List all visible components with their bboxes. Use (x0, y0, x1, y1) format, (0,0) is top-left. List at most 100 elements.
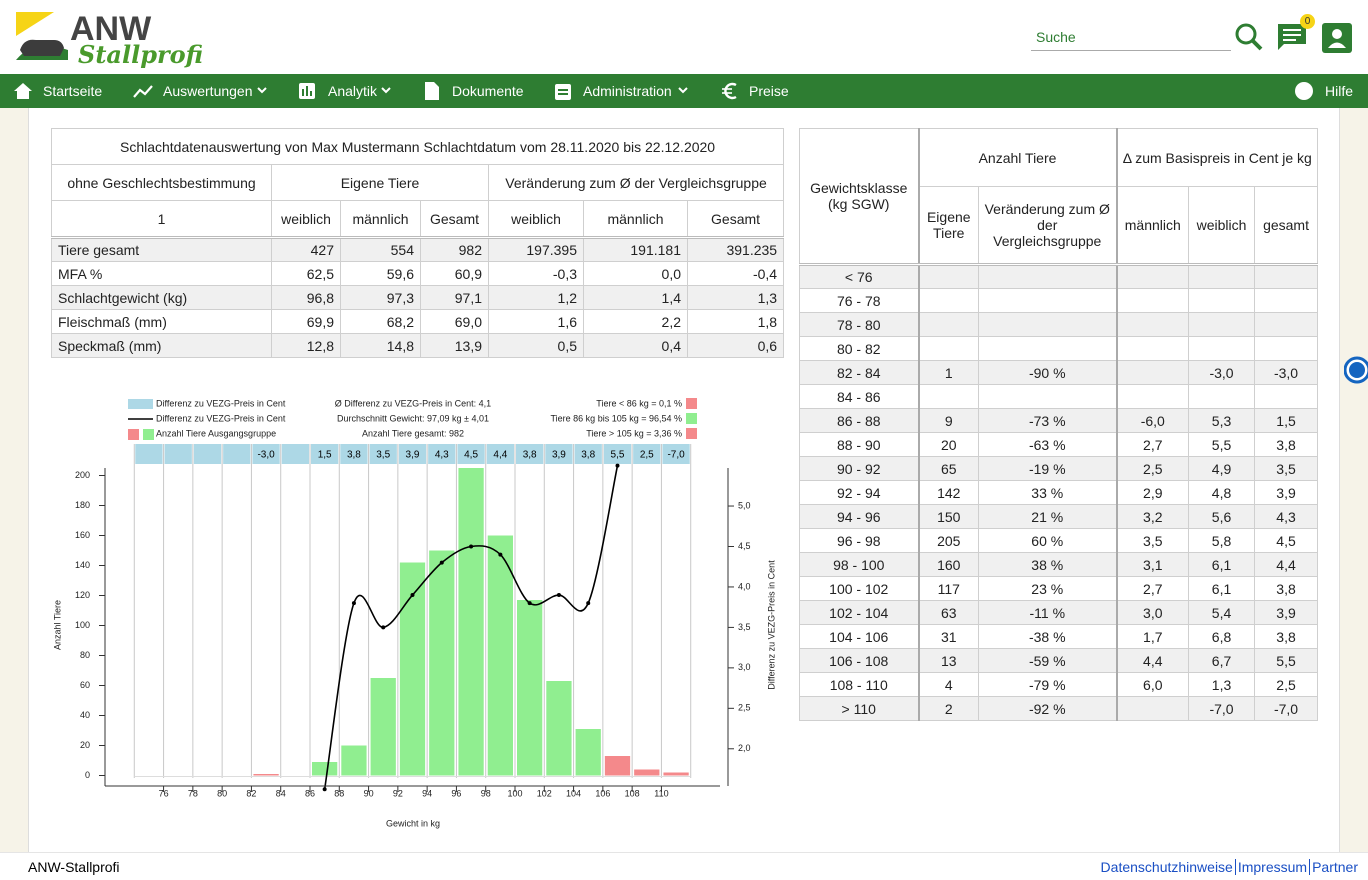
cell: 62,5 (271, 261, 341, 286)
cell: 88 - 90 (799, 432, 920, 457)
cell: 2 (918, 696, 979, 721)
cell (1254, 336, 1319, 361)
cell: 5,8 (1188, 528, 1256, 553)
cell (1254, 288, 1319, 313)
sub-header: männlich (340, 200, 421, 239)
footer-link[interactable]: Datenschutzhinweise (1100, 859, 1233, 875)
data-row: 100 - 102 117 23 % 2,7 6,1 3,8 (799, 576, 1319, 601)
cell: 63 (918, 600, 979, 625)
data-row: 90 - 92 65 -19 % 2,5 4,9 3,5 (799, 456, 1319, 481)
nav-item[interactable]: Administration (583, 83, 672, 99)
messages-icon[interactable] (1276, 20, 1310, 54)
cell: -73 % (977, 408, 1118, 433)
cell: 92 - 94 (799, 480, 920, 505)
data-row: 88 - 90 20 -63 % 2,7 5,5 3,8 (799, 432, 1319, 457)
cell (977, 336, 1118, 361)
group-header: Veränderung zum Ø der Vergleichsgruppe (487, 164, 785, 201)
help-button[interactable] (1344, 350, 1368, 390)
table-title: Schlachtdatenauswertung von Max Musterma… (50, 128, 785, 165)
nav-item[interactable]: Auswertungen (163, 83, 253, 99)
cell: 96 - 98 (799, 528, 920, 553)
cell: 1,3 (1188, 672, 1256, 697)
cell: 3,5 (1254, 456, 1319, 481)
cell: 391.235 (686, 237, 785, 262)
nav-item[interactable]: Analytik (328, 83, 378, 99)
cell: 2,7 (1116, 432, 1190, 457)
cell (918, 288, 979, 313)
search-input[interactable]: Suche (1031, 27, 1231, 51)
nav-help[interactable]: Hilfe (1325, 83, 1354, 99)
footer-links: Datenschutzhinweise Impressum Partner (1101, 859, 1358, 875)
sub-row: 1 weiblich männlich Gesamt weiblich männlich G… (51, 200, 785, 239)
cell (1116, 360, 1190, 385)
footer-link[interactable]: Impressum (1234, 859, 1308, 875)
cell (977, 384, 1118, 409)
cell: 1,5 (1254, 408, 1319, 433)
data-row: 96 - 98 205 60 % 3,5 5,8 4,5 (799, 528, 1319, 553)
group-header: ohne Geschlechtsbestimmung (51, 164, 272, 201)
cell: 6,7 (1188, 648, 1256, 673)
notification-badge: 0 (1300, 14, 1315, 29)
data-row: 106 - 108 13 -59 % 4,4 6,7 5,5 (799, 648, 1319, 673)
cell: 94 - 96 (799, 504, 920, 529)
logo-sub: Stallprofi (78, 40, 204, 69)
nav-item[interactable]: Preise (749, 83, 789, 99)
cell (1254, 384, 1319, 409)
nav-item[interactable]: Startseite (43, 83, 103, 99)
cell: 80 - 82 (799, 336, 920, 361)
cell: -7,0 (1188, 696, 1256, 721)
cell: 108 - 110 (799, 672, 920, 697)
cell: -63 % (977, 432, 1118, 457)
data-row: Schlachtgewicht (kg) 96,8 97,3 97,1 1,2 1,4 1,… (51, 285, 785, 310)
cell: 21 % (977, 504, 1118, 529)
cell: 6,0 (1116, 672, 1190, 697)
data-row: 76 - 78 (799, 288, 1319, 313)
cell: 142 (918, 480, 979, 505)
data-row: 94 - 96 150 21 % 3,2 5,6 4,3 (799, 504, 1319, 529)
cell: 65 (918, 456, 979, 481)
cell (1254, 264, 1319, 289)
cell: MFA % (51, 261, 272, 286)
cell: 69,0 (420, 309, 489, 334)
data-row: MFA % 62,5 59,6 60,9 -0,3 0,0 -0,4 (51, 261, 785, 286)
cell: 1 (918, 360, 979, 385)
cell (977, 264, 1118, 289)
cell: 205 (918, 528, 979, 553)
nav-item[interactable]: Dokumente (452, 83, 524, 99)
cell: 2,7 (1116, 576, 1190, 601)
cell: 60 % (977, 528, 1118, 553)
cell (977, 288, 1118, 313)
cell (1116, 288, 1190, 313)
cell: 60,9 (420, 261, 489, 286)
cell: 97,1 (420, 285, 489, 310)
cell (1188, 384, 1256, 409)
cell: 5,3 (1188, 408, 1256, 433)
cell: -38 % (977, 624, 1118, 649)
sub-header: männlich (583, 200, 688, 239)
data-row: 78 - 80 (799, 312, 1319, 337)
cell: -0,4 (686, 261, 785, 286)
search-icon[interactable] (1234, 22, 1264, 52)
cell: 197.395 (488, 237, 584, 262)
data-row: > 110 2 -92 % -7,0 -7,0 (799, 696, 1319, 721)
cell: 3,9 (1254, 480, 1319, 505)
cell: 554 (340, 237, 421, 262)
cell: 2,9 (1116, 480, 1190, 505)
cell (918, 384, 979, 409)
cell: 0,5 (488, 333, 584, 358)
cell: Speckmaß (mm) (51, 333, 272, 358)
cell (918, 264, 979, 289)
footer-link[interactable]: Partner (1309, 859, 1358, 875)
cell: 90 - 92 (799, 456, 920, 481)
cell: 97,3 (340, 285, 421, 310)
contacts-icon[interactable] (1321, 20, 1353, 54)
cell: 4,3 (1254, 504, 1319, 529)
data-row: 98 - 100 160 38 % 3,1 6,1 4,4 (799, 552, 1319, 577)
cell: 1,6 (488, 309, 584, 334)
cell: 2,5 (1116, 456, 1190, 481)
cell: 5,5 (1188, 432, 1256, 457)
data-row: 92 - 94 142 33 % 2,9 4,8 3,9 (799, 480, 1319, 505)
sub-header: weiblich (1188, 186, 1256, 266)
sub-header: weiblich (271, 200, 341, 239)
cell: 14,8 (340, 333, 421, 358)
